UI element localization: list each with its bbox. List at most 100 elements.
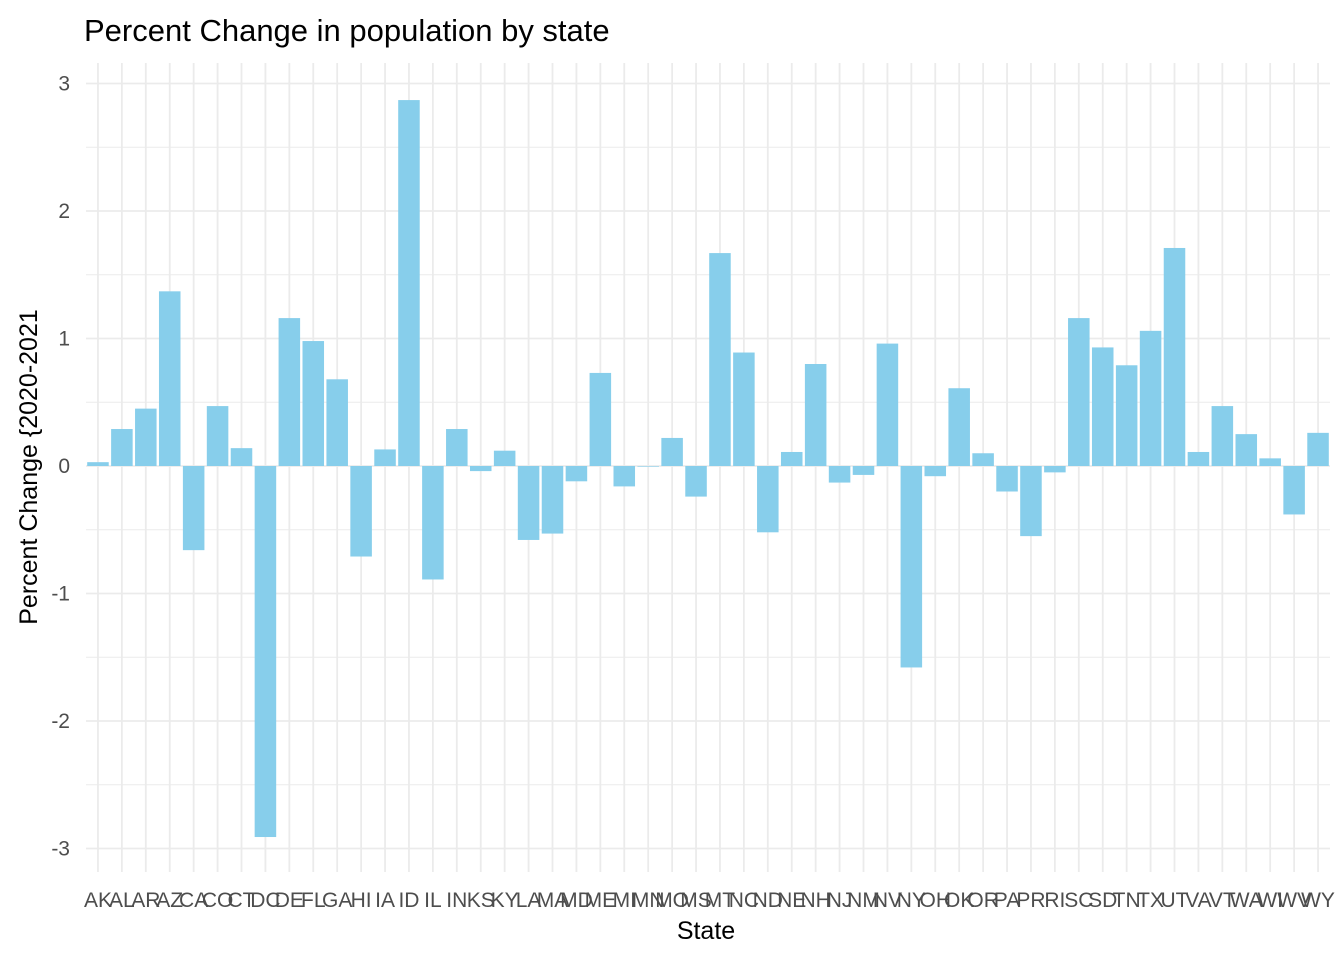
bar-mt	[709, 253, 731, 466]
bar-sd	[1091, 347, 1114, 466]
bar-md	[565, 466, 588, 482]
bar-ky	[493, 450, 516, 466]
y-tick-label: 1	[58, 328, 70, 351]
bar-ut	[1163, 247, 1186, 466]
bar-ma	[541, 466, 564, 534]
bar-tx	[1139, 330, 1162, 466]
x-tick-label: OR	[967, 889, 999, 912]
x-tick-label: DE	[275, 889, 304, 912]
x-tick-label: AZ	[156, 889, 183, 912]
bar-mn	[637, 466, 659, 467]
x-tick-label: MT	[705, 889, 735, 912]
bar-pa	[996, 466, 1018, 492]
x-tick-label: PR	[1016, 889, 1045, 912]
y-axis-ticks: -3 -2 -1 0 1 2 3	[51, 73, 70, 861]
bar-ri	[1044, 466, 1066, 473]
y-tick-label: -1	[51, 583, 70, 606]
x-tick-label: AK	[84, 889, 112, 912]
x-tick-label: NH	[800, 889, 830, 912]
bar-mi	[613, 466, 636, 487]
bar-la	[517, 466, 540, 540]
bar-ga	[326, 379, 348, 466]
x-tick-label: AR	[131, 889, 160, 912]
x-tick-label: NE	[777, 889, 806, 912]
x-tick-label: GA	[322, 889, 352, 912]
x-tick-label: MS	[680, 889, 712, 912]
x-tick-label: VT	[1209, 889, 1236, 912]
y-tick-label: -2	[51, 710, 70, 733]
x-tick-label: MN	[632, 889, 665, 912]
bar-ms	[685, 466, 707, 497]
x-tick-label: NC	[729, 889, 759, 912]
x-tick-label: WI	[1257, 889, 1283, 912]
bar-wa	[1235, 434, 1258, 466]
bar-or	[972, 453, 994, 466]
x-tick-label: IN	[446, 889, 467, 912]
bar-pr	[1020, 466, 1042, 537]
x-tick-label: TN	[1113, 889, 1141, 912]
x-tick-label: NJ	[827, 889, 853, 912]
x-tick-label: MD	[560, 889, 593, 912]
bar-mo	[661, 437, 683, 466]
bar-co	[206, 406, 229, 466]
x-tick-label: WV	[1277, 889, 1311, 912]
bar-nc	[733, 352, 755, 466]
grid-layer	[86, 63, 1330, 872]
x-tick-label: NV	[873, 889, 902, 912]
bar-nm	[852, 466, 875, 475]
x-tick-label: DC	[250, 889, 280, 912]
bar-nd	[757, 466, 779, 533]
bar-nh	[804, 364, 827, 466]
x-tick-label: VA	[1185, 889, 1211, 912]
bar-in	[446, 429, 468, 466]
x-tick-label: LA	[516, 889, 542, 912]
x-tick-label: NM	[847, 889, 880, 912]
x-tick-label: CA	[179, 889, 208, 912]
x-tick-label: IL	[424, 889, 442, 912]
x-tick-label: KY	[491, 889, 519, 912]
bar-al	[111, 429, 133, 466]
x-tick-label: FL	[301, 889, 326, 912]
x-tick-label: IA	[375, 889, 395, 912]
bar-va	[1187, 451, 1210, 466]
x-tick-label: TX	[1137, 889, 1164, 912]
x-tick-label: KS	[467, 889, 495, 912]
x-axis-title: State	[677, 917, 735, 945]
x-tick-label: MA	[537, 889, 569, 912]
bar-nj	[828, 466, 851, 483]
bar-oh	[924, 466, 947, 477]
bar-wv	[1283, 466, 1305, 515]
bar-de	[278, 318, 301, 466]
bar-az	[158, 291, 181, 466]
bar-layer	[87, 100, 1329, 838]
x-tick-label: MO	[655, 889, 689, 912]
bar-ca	[182, 466, 205, 551]
chart-title: Percent Change in population by state	[84, 13, 610, 48]
x-tick-label: WA	[1230, 889, 1263, 912]
y-tick-label: 3	[58, 73, 70, 96]
x-tick-label: PA	[994, 889, 1020, 912]
bar-ia	[374, 449, 396, 466]
bar-fl	[302, 341, 325, 466]
bar-sc	[1068, 318, 1090, 466]
y-tick-label: 2	[58, 200, 70, 223]
x-tick-label: WY	[1301, 889, 1335, 912]
x-tick-label: NY	[897, 889, 926, 912]
bar-vt	[1211, 406, 1234, 466]
x-tick-label: CO	[202, 889, 234, 912]
x-tick-label: HI	[351, 889, 372, 912]
x-tick-label: SD	[1088, 889, 1117, 912]
bar-ct	[230, 448, 253, 466]
bar-ar	[135, 408, 157, 466]
x-tick-label: ID	[398, 889, 419, 912]
bar-dc	[254, 466, 277, 838]
y-tick-label: 0	[58, 455, 70, 478]
bar-hi	[350, 466, 372, 557]
bar-il	[422, 466, 444, 580]
x-tick-label: RI	[1044, 889, 1065, 912]
bar-id	[398, 100, 420, 466]
bar-me	[589, 372, 612, 466]
